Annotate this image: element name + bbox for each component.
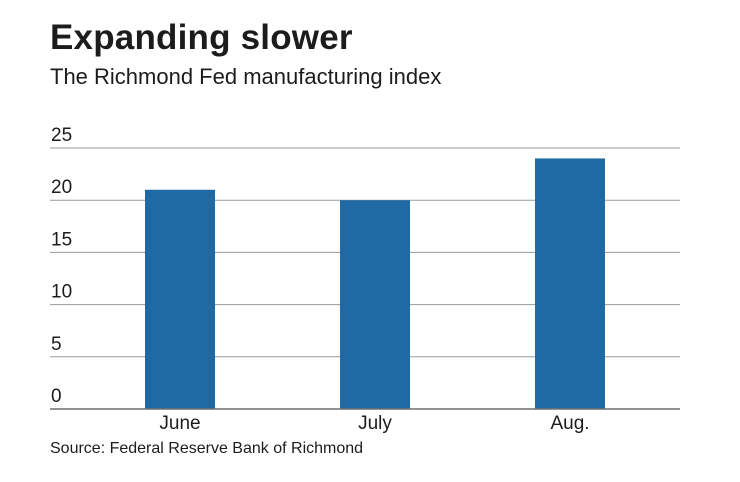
chart-subtitle: The Richmond Fed manufacturing index: [50, 64, 442, 89]
x-tick-labels: June July Aug.: [159, 413, 589, 434]
chart-title: Expanding slower: [50, 18, 353, 57]
x-tick-label: June: [159, 413, 200, 434]
x-tick-label: Aug.: [550, 413, 589, 434]
y-tick-label: 10: [51, 282, 72, 303]
chart-source: Source: Federal Reserve Bank of Richmond: [50, 440, 364, 457]
y-tick-label: 25: [51, 125, 72, 146]
bar: [340, 200, 410, 409]
y-tick-label: 5: [51, 334, 62, 355]
y-tick-label: 20: [51, 177, 72, 198]
bar: [535, 158, 605, 409]
y-tick-label: 0: [51, 386, 62, 407]
bars: [145, 158, 605, 409]
y-tick-label: 15: [51, 229, 72, 250]
bar: [145, 189, 215, 409]
y-tick-labels: 0 5 10 15 20 25: [51, 125, 72, 407]
x-tick-label: July: [358, 413, 392, 434]
